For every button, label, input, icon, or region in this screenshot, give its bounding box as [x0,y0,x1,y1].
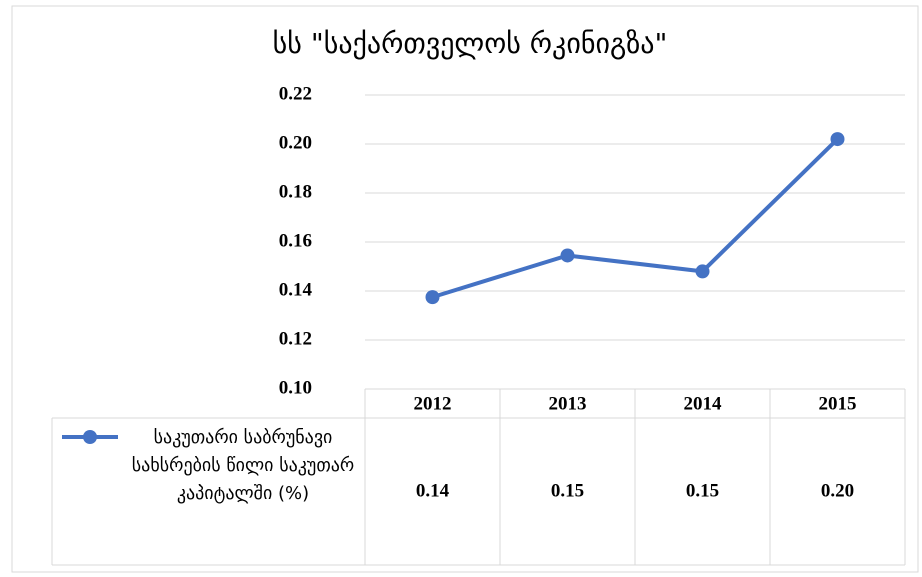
marker [560,248,575,263]
marker [830,132,845,147]
y-tick-label: 0.20 [279,132,312,153]
table-value: 0.20 [821,480,854,501]
y-tick-label: 0.10 [279,377,312,398]
table-value: 0.15 [686,480,719,501]
legend-label: საკუთარი საბრუნავი სახსრების წილი საკუთა… [131,427,355,504]
y-tick-label: 0.14 [279,279,313,300]
marker [695,264,710,279]
y-tick-label: 0.16 [279,230,312,251]
chart-title: სს "საქართველოს რკინიგზა" [273,27,668,60]
table-value: 0.14 [416,480,450,501]
x-tick-label: 2014 [684,393,723,414]
y-tick-label: 0.22 [279,83,312,104]
x-tick-label: 2012 [414,393,452,414]
x-tick-label: 2015 [819,393,857,414]
y-tick-label: 0.18 [279,181,312,202]
table-value: 0.15 [551,480,584,501]
legend-marker [83,430,97,444]
x-tick-label: 2013 [549,393,587,414]
y-tick-label: 0.12 [279,328,312,349]
marker [425,290,440,305]
series-line [431,137,839,300]
